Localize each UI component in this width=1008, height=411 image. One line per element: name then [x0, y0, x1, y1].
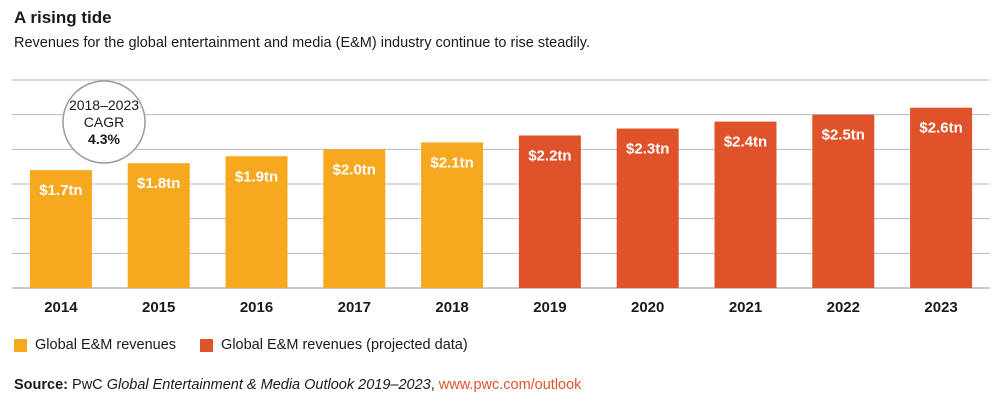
- x-tick-label-2015: 2015: [142, 299, 175, 316]
- bar-2021: [714, 121, 777, 288]
- source-separator: ,: [430, 377, 435, 393]
- data-label-2020: $2.3tn: [626, 141, 669, 158]
- data-label-2018: $2.1tn: [430, 154, 473, 171]
- legend-label-actual: Global E&M revenues: [35, 337, 177, 353]
- source-prefix: Source:: [14, 377, 68, 393]
- x-tick-label-2019: 2019: [533, 299, 566, 316]
- legend-label-projected: Global E&M revenues (projected data): [221, 337, 468, 353]
- bar-2019: [518, 135, 581, 288]
- data-label-2014: $1.7tn: [39, 182, 82, 199]
- source-url-link[interactable]: www.pwc.com/outlook: [438, 377, 582, 393]
- source-publisher: PwC: [72, 377, 103, 393]
- chart-title: A rising tide: [14, 8, 112, 27]
- cagr-period: 2018–2023: [69, 97, 139, 113]
- x-tick-label-2017: 2017: [338, 299, 371, 316]
- cagr-label: CAGR: [84, 114, 124, 130]
- source-publication: Global Entertainment & Media Outlook 201…: [106, 377, 431, 393]
- x-tick-label-2014: 2014: [44, 299, 78, 316]
- x-tick-label-2018: 2018: [435, 299, 468, 316]
- legend-item-actual: Global E&M revenues: [14, 337, 176, 353]
- bar-2020: [616, 128, 679, 288]
- bar-2015: [127, 163, 190, 288]
- cagr-value: 4.3%: [88, 131, 120, 147]
- data-label-2016: $1.9tn: [235, 168, 278, 185]
- data-label-2015: $1.8tn: [137, 175, 180, 192]
- bar-2016: [225, 156, 288, 288]
- legend-swatch-projected: [200, 338, 214, 352]
- legend-swatch-actual: [14, 338, 27, 352]
- source-note: Source: PwC Global Entertainment & Media…: [14, 377, 581, 393]
- chart-subtitle: Revenues for the global entertainment an…: [14, 35, 591, 51]
- x-tick-label-2021: 2021: [729, 299, 762, 316]
- legend-item-projected: Global E&M revenues (projected data): [200, 337, 468, 353]
- data-label-2017: $2.0tn: [333, 161, 376, 178]
- x-tick-label-2020: 2020: [631, 299, 664, 316]
- bar-chart: $1.7tn 2014 $1.8tn 2015 $1.9tn 2016 $2.0tn 2017…: [12, 79, 990, 316]
- bar-2018: [421, 142, 484, 288]
- x-tick-label-2016: 2016: [240, 299, 273, 316]
- data-label-2023: $2.6tn: [919, 120, 962, 137]
- cagr-badge: [62, 80, 146, 164]
- bar-2023: [910, 107, 973, 288]
- x-tick-label-2022: 2022: [827, 299, 860, 316]
- data-label-2022: $2.5tn: [822, 127, 865, 144]
- legend: Global E&M revenues Global E&M revenues …: [14, 337, 492, 353]
- bar-2014: [29, 170, 92, 288]
- bar-2022: [812, 114, 875, 289]
- data-label-2019: $2.2tn: [528, 147, 571, 164]
- data-label-2021: $2.4tn: [724, 134, 767, 151]
- x-tick-label-2023: 2023: [924, 299, 957, 316]
- bar-2017: [323, 149, 386, 288]
